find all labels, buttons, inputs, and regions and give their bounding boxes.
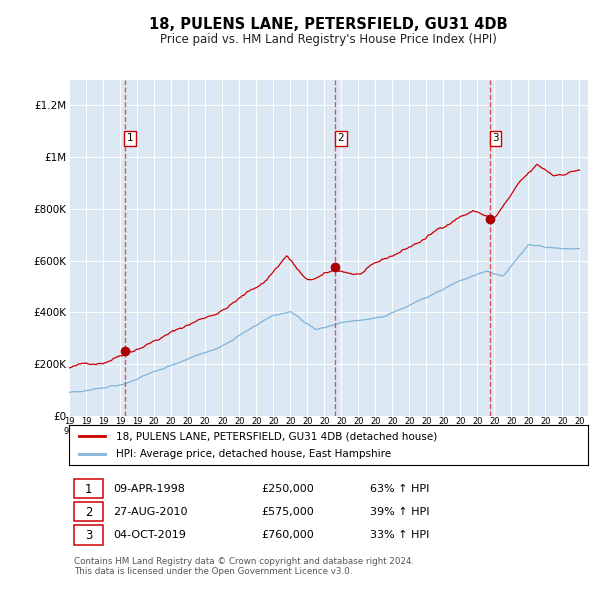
Text: 3: 3 <box>85 529 92 542</box>
Text: 39% ↑ HPI: 39% ↑ HPI <box>370 507 430 517</box>
Text: 3: 3 <box>492 133 499 143</box>
Text: 18, PULENS LANE, PETERSFIELD, GU31 4DB: 18, PULENS LANE, PETERSFIELD, GU31 4DB <box>149 17 508 31</box>
Text: HPI: Average price, detached house, East Hampshire: HPI: Average price, detached house, East… <box>116 450 391 460</box>
Text: £575,000: £575,000 <box>261 507 314 517</box>
Text: 1: 1 <box>85 483 92 496</box>
Text: 1: 1 <box>127 133 133 143</box>
Text: 2: 2 <box>85 506 92 519</box>
Text: £250,000: £250,000 <box>261 484 314 494</box>
Text: 63% ↑ HPI: 63% ↑ HPI <box>370 484 430 494</box>
Text: 04-OCT-2019: 04-OCT-2019 <box>113 530 186 540</box>
Text: £760,000: £760,000 <box>261 530 314 540</box>
FancyBboxPatch shape <box>74 502 103 522</box>
Text: 2: 2 <box>337 133 344 143</box>
Text: 09-APR-1998: 09-APR-1998 <box>113 484 185 494</box>
Text: 18, PULENS LANE, PETERSFIELD, GU31 4DB (detached house): 18, PULENS LANE, PETERSFIELD, GU31 4DB (… <box>116 431 437 441</box>
Text: Price paid vs. HM Land Registry's House Price Index (HPI): Price paid vs. HM Land Registry's House … <box>160 33 497 46</box>
FancyBboxPatch shape <box>74 525 103 545</box>
Text: 27-AUG-2010: 27-AUG-2010 <box>113 507 188 517</box>
Text: 33% ↑ HPI: 33% ↑ HPI <box>370 530 430 540</box>
Text: Contains HM Land Registry data © Crown copyright and database right 2024.
This d: Contains HM Land Registry data © Crown c… <box>74 557 415 576</box>
FancyBboxPatch shape <box>74 479 103 499</box>
